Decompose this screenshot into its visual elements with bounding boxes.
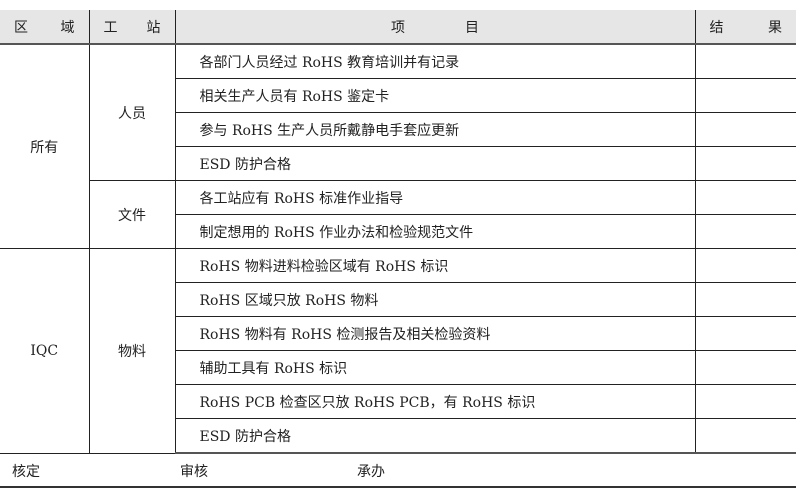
table-row: 辅助工具有 RoHS 标识 [0, 350, 796, 385]
item-cell: ESD 防护合格 [175, 418, 696, 454]
item-cell: ESD 防护合格 [175, 146, 696, 181]
result-cell[interactable] [694, 418, 796, 454]
table-row: IQC 物料 RoHS 物料进料检验区域有 RoHS 标识 [0, 248, 796, 454]
header-text: 区 [14, 19, 28, 36]
table-row: 相关生产人员有 RoHS 鉴定卡 [0, 78, 796, 113]
item-cell: RoHS 区域只放 RoHS 物料 [175, 282, 696, 317]
table-row: RoHS PCB 检查区只放 RoHS PCB，有 RoHS 标识 [0, 384, 796, 419]
region-cell: 所有 [0, 43, 90, 249]
header-text: 目 [465, 19, 479, 36]
item-cell: 各部门人员经过 RoHS 教育培训并有记录 [174, 43, 696, 79]
approve-label: 核定 [12, 464, 40, 480]
table-row: 参与 RoHS 生产人员所戴静电手套应更新 [0, 112, 796, 147]
header-text: 项 [391, 19, 405, 36]
item-cell: 参与 RoHS 生产人员所戴静电手套应更新 [175, 112, 696, 147]
header-text: 站 [146, 19, 161, 36]
result-cell[interactable] [694, 282, 796, 317]
header-text: 工 [103, 19, 118, 36]
result-cell[interactable] [694, 316, 796, 351]
checklist-table-wrap: 区域 工站 项目 结果 所有 人员 各部门人员经过 RoHS 教育培训并有记录 相关生… [0, 10, 796, 454]
rohs-checklist-table: 区域 工站 项目 结果 所有 人员 各部门人员经过 RoHS 教育培训并有记录 相关生… [0, 10, 796, 454]
result-cell[interactable] [694, 112, 796, 147]
item-cell: RoHS 物料有 RoHS 检测报告及相关检验资料 [175, 316, 696, 351]
result-cell[interactable] [694, 214, 796, 249]
result-cell[interactable] [694, 350, 796, 385]
header-text: 果 [768, 19, 782, 36]
station-cell: 文件 [89, 180, 176, 249]
review-label: 审核 [180, 464, 208, 480]
table-row: 所有 人员 各部门人员经过 RoHS 教育培训并有记录 [0, 43, 796, 249]
header-item: 项目 [174, 10, 696, 45]
result-cell[interactable] [694, 384, 796, 419]
item-cell: 相关生产人员有 RoHS 鉴定卡 [175, 78, 696, 113]
signature-row: 核定 审核 承办 [0, 452, 796, 488]
result-cell[interactable] [694, 248, 796, 283]
item-cell: 制定想用的 RoHS 作业办法和检验规范文件 [175, 214, 696, 249]
region-cell: IQC [0, 248, 90, 454]
header-result: 结果 [694, 10, 796, 45]
header-region: 区域 [0, 10, 90, 45]
header-row: 区域 工站 项目 结果 [0, 10, 796, 45]
item-cell: RoHS 物料进料检验区域有 RoHS 标识 [174, 248, 696, 283]
table-row: RoHS 物料有 RoHS 检测报告及相关检验资料 [0, 316, 796, 351]
handle-label: 承办 [357, 464, 385, 480]
result-cell[interactable] [694, 180, 796, 215]
result-cell[interactable] [694, 78, 796, 113]
table-row: 制定想用的 RoHS 作业办法和检验规范文件 [0, 214, 796, 249]
item-cell: 辅助工具有 RoHS 标识 [175, 350, 696, 385]
item-cell: RoHS PCB 检查区只放 RoHS PCB，有 RoHS 标识 [175, 384, 696, 419]
result-cell[interactable] [694, 43, 796, 79]
table-row: 文件 各工站应有 RoHS 标准作业指导 [0, 180, 796, 249]
station-cell: 物料 [88, 248, 176, 454]
header-station: 工站 [88, 10, 176, 45]
header-text: 域 [60, 19, 75, 36]
header-text: 结 [709, 19, 724, 36]
table-row: ESD 防护合格 [0, 418, 796, 454]
item-cell: 各工站应有 RoHS 标准作业指导 [174, 180, 696, 215]
result-cell[interactable] [694, 146, 796, 181]
station-cell: 人员 [88, 43, 176, 181]
